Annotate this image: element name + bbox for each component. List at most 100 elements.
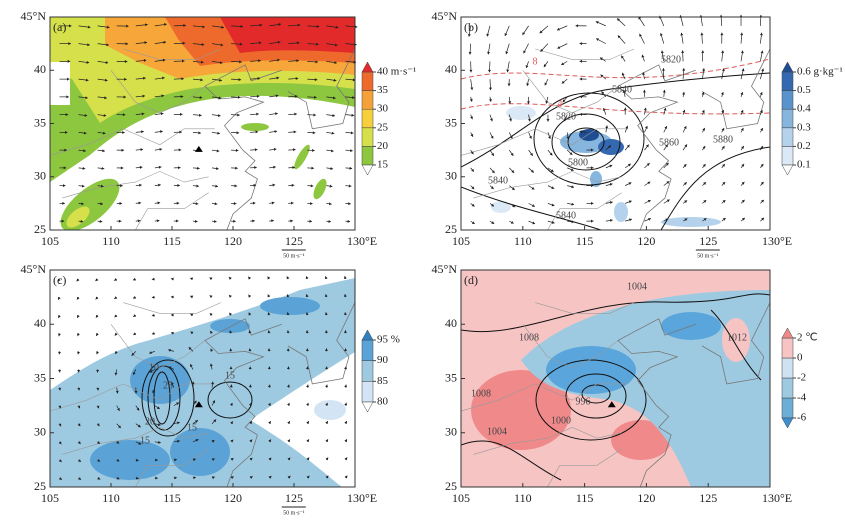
wind-vector-head [233,202,237,206]
wind-vector-head [661,68,665,71]
x-tick-label: 115 [576,234,594,248]
wind-vector-head [68,42,71,46]
border [49,383,215,412]
wind-vector-head [325,402,328,406]
colorbar-tick-label: 0 [797,352,803,364]
colorbar-tick-label: 95 % [377,334,400,346]
wind-vector-head [286,276,290,280]
wind-vector-head [296,41,300,45]
coastline [617,64,696,231]
wind-vector-head [259,23,263,27]
wind-vector-head [325,439,328,443]
wind-vector-head [722,218,726,221]
wind-vector-head [182,41,186,45]
border [473,171,622,199]
wind-vector-head [163,40,167,44]
y-tick-label: 40 [34,62,46,76]
colorbar-end [361,329,374,341]
wind-vector-head [215,184,218,188]
wind-vector-head [562,99,566,103]
wind-vector-head [471,203,475,207]
colorbar-tick-label: 15 [377,159,389,171]
wind-vector-head [570,168,574,171]
wind-vector-head [120,184,123,188]
wind-vector-head [609,182,613,186]
wind-vector-head [608,145,611,149]
wind-vector-head [193,476,196,480]
wind-vector-head [85,96,88,100]
vector-scale-label: 50 m·s⁻¹ [697,253,719,259]
wind-vector-head [551,186,555,189]
wind-vector-head [211,476,215,480]
wind-vector-head [324,276,328,280]
x-tick-label: 125 [285,491,303,505]
wind-vector-head [682,91,686,95]
border [123,302,221,314]
wind-vector-head [209,313,213,316]
wind-vector-head [579,77,583,81]
wind-vector-head [209,363,213,367]
wind-vector-head [64,148,67,152]
x-tick-label: 120 [637,491,655,505]
wind-vector-head [216,149,220,153]
wind-vector-head [174,458,177,462]
wind-vector-head [306,421,309,424]
wind-vector-head [103,113,107,117]
field-b [461,58,770,230]
border [49,128,215,156]
wind-vector-head [118,425,121,429]
coastline [617,318,696,488]
wind-vector-head [100,202,103,206]
wind-vector-head [180,95,184,99]
wind-vector-head [550,169,554,172]
wind-vector-head [579,59,583,63]
colorbar-box [361,127,374,147]
wind-vector-head [218,96,222,100]
wind-vector-head [549,152,553,156]
colorbar-tick-label: 0.1 [797,159,811,171]
wind-vector-head [122,130,125,134]
y-tick-label: 25 [445,479,457,493]
wind-vector-head [240,24,244,28]
colorbar-box [781,377,794,399]
wind-vector-head [605,125,609,129]
wind-vector-head [625,125,629,129]
wind-vector-head [158,165,162,169]
wind-vector-head [666,199,670,203]
wind-vector-head [557,27,560,31]
wind-vector-head [287,402,290,406]
contour-label: 5840 [612,84,632,95]
x-tick-label: 105 [452,234,470,248]
wind-vector-head [126,24,129,28]
wind-vector-head [305,276,309,280]
wind-vector-head [509,135,513,139]
wind-vector-head [229,312,233,316]
wind-vector-head [296,59,299,63]
wind-vector-head [191,381,195,385]
wind-vector-head [286,366,290,370]
wind-vector-head [740,92,744,95]
wind-vector-head [491,221,495,224]
wind-vector-head [343,276,347,279]
wind-vector-head [65,130,68,134]
wind-vector-head [151,331,155,335]
wind-vector-head [328,219,332,223]
wind-vector-head [210,330,213,334]
wind-vector-head [579,130,583,134]
x-tick-label: 115 [576,491,594,505]
wind-vector-head [237,95,241,99]
wind-vector-head [118,219,122,223]
wind-vector-head [211,381,215,385]
wind-vector-head [276,76,280,80]
wind-vector-head [659,33,663,36]
wind-vector-head [760,181,764,185]
wind-vector-head [665,144,668,148]
colorbar-box [781,146,794,166]
colorbar-tick-label: 0.3 [797,121,811,133]
x-tick-label: 125 [699,234,717,248]
contour-label: 996 [576,396,591,407]
wind-vector-head [701,109,705,113]
wind-vector-head [137,424,141,428]
wind-vector-head [344,384,348,388]
wind-vector-head [137,219,141,223]
